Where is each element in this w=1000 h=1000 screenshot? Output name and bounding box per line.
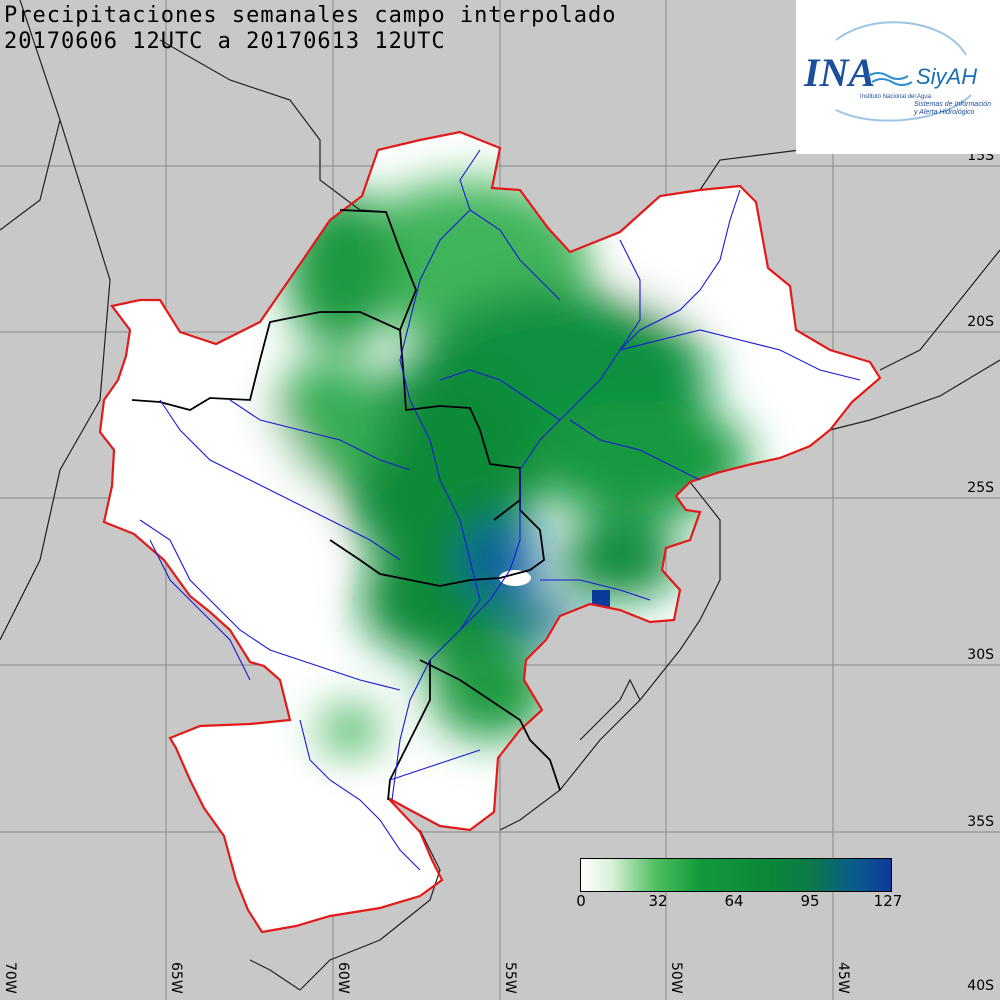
lon-label-50w: 50W (668, 962, 684, 994)
lon-label-65w: 65W (168, 962, 184, 994)
ina-siyah-logo: INA SiyAH Instituto Nacional del Agua Si… (796, 0, 1000, 154)
lon-label-45w: 45W (835, 962, 851, 994)
lon-label-60w: 60W (335, 962, 351, 994)
legend-tick-0: 0 (576, 892, 586, 910)
logo-system-text: Sistemas de Información (914, 101, 991, 108)
lat-label-30s: 30S (967, 647, 994, 663)
lat-label-25s: 25S (967, 480, 994, 496)
logo-graphic: INA SiyAH Instituto Nacional del Agua Si… (803, 21, 991, 122)
precipitation-field (100, 132, 880, 932)
logo-ina-text: INA (803, 50, 875, 95)
lat-label-20s: 20S (967, 314, 994, 330)
logo-alert-text: y Alerta Hidrológico (913, 109, 975, 116)
lat-label-40s: 40S (967, 978, 994, 994)
precipitation-color-scale (580, 858, 892, 892)
legend-tick-127: 127 (873, 892, 903, 910)
logo-institute-text: Instituto Nacional del Agua (860, 94, 932, 100)
rivers (139, 149, 861, 871)
legend-tick-32: 32 (648, 892, 668, 910)
lat-label-35s: 35S (967, 814, 994, 830)
legend-tick-64: 64 (724, 892, 744, 910)
logo-siyah-text: SiyAH (916, 64, 977, 89)
legend-tick-95: 95 (800, 892, 820, 910)
lon-label-70w: 70W (2, 962, 18, 994)
lon-label-55w: 55W (502, 962, 518, 994)
map-date-range: 20170606 12UTC a 20170613 12UTC (4, 29, 446, 54)
map-title: Precipitaciones semanales campo interpol… (4, 3, 617, 28)
